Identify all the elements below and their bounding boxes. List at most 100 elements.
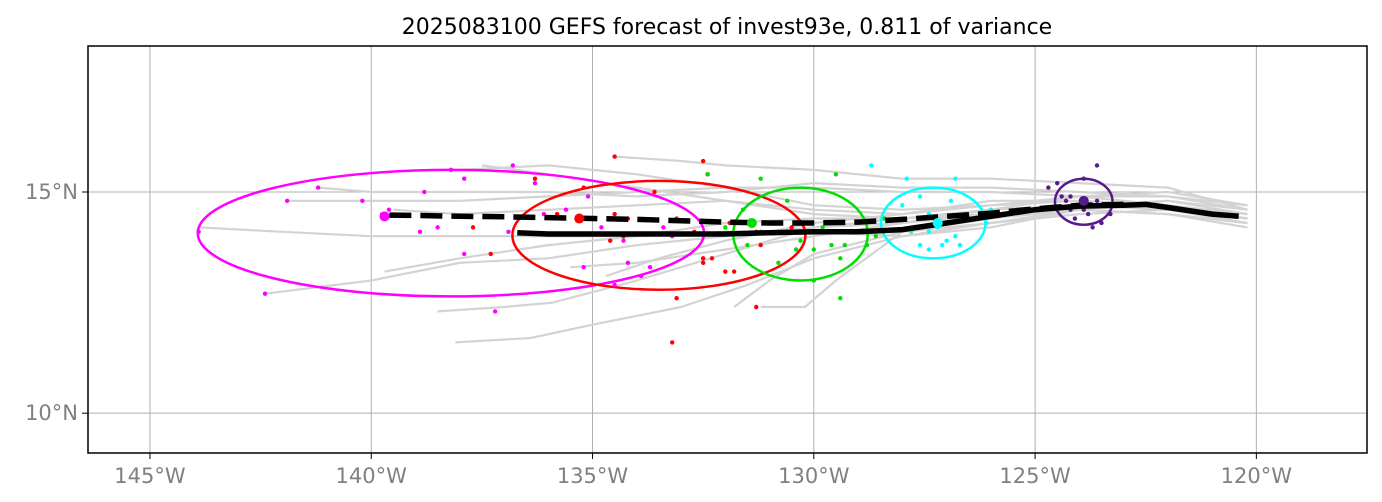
member-point bbox=[785, 198, 790, 204]
member-point bbox=[705, 172, 710, 177]
ellipse-center-point bbox=[379, 211, 390, 222]
member-point bbox=[488, 251, 493, 257]
member-point bbox=[461, 176, 467, 181]
x-tick-label: 120°W bbox=[1221, 464, 1293, 488]
member-point bbox=[563, 207, 569, 212]
member-point bbox=[284, 198, 290, 204]
ellipse-center-point bbox=[1078, 195, 1089, 206]
member-point bbox=[944, 238, 949, 243]
member-point bbox=[904, 176, 909, 181]
member-point bbox=[599, 225, 604, 230]
member-point bbox=[1108, 211, 1113, 217]
member-point bbox=[926, 247, 932, 252]
member-point bbox=[926, 229, 932, 235]
member-point bbox=[798, 238, 803, 243]
x-tick-label: 130°W bbox=[778, 464, 850, 488]
member-point bbox=[581, 264, 586, 270]
member-point bbox=[984, 220, 989, 226]
member-point bbox=[1099, 220, 1104, 226]
member-point bbox=[740, 207, 746, 212]
member-point bbox=[776, 260, 781, 265]
member-point bbox=[661, 225, 666, 230]
member-point bbox=[612, 211, 617, 217]
member-point bbox=[700, 260, 706, 265]
member-point bbox=[506, 229, 511, 235]
member-point bbox=[315, 185, 321, 190]
member-point bbox=[957, 242, 963, 248]
member-point bbox=[811, 247, 816, 252]
member-point bbox=[1090, 225, 1095, 230]
member-point bbox=[639, 273, 644, 279]
x-tick-label: 140°W bbox=[336, 464, 408, 488]
member-point bbox=[262, 291, 268, 296]
member-point bbox=[470, 225, 476, 230]
y-tick-label: 15°N bbox=[25, 180, 78, 204]
member-point bbox=[953, 176, 958, 181]
member-point bbox=[869, 163, 874, 168]
ensemble-track bbox=[455, 208, 1248, 344]
ellipse-centers bbox=[379, 195, 1089, 228]
ensemble-track bbox=[287, 186, 1248, 216]
uncertainty-ellipse bbox=[511, 179, 807, 292]
ellipse-center-point bbox=[574, 213, 585, 224]
member-point bbox=[833, 172, 839, 177]
member-point bbox=[621, 238, 626, 243]
ensemble-tracks bbox=[198, 155, 1248, 344]
member-point bbox=[838, 295, 843, 301]
member-point bbox=[461, 251, 467, 257]
member-point bbox=[435, 225, 440, 230]
member-point bbox=[608, 238, 613, 243]
ensemble-track bbox=[570, 208, 1248, 269]
member-point bbox=[1046, 185, 1051, 190]
member-point bbox=[1059, 194, 1064, 199]
member-point bbox=[789, 225, 794, 230]
y-tick-label: 10°N bbox=[25, 401, 78, 425]
member-point bbox=[492, 309, 498, 314]
mean-track-line bbox=[517, 201, 1239, 237]
member-point bbox=[1094, 198, 1100, 204]
member-point bbox=[758, 176, 763, 181]
member-point bbox=[917, 194, 923, 199]
member-point bbox=[652, 189, 657, 195]
member-point bbox=[417, 229, 423, 235]
chart-title: 2025083100 GEFS forecast of invest93e, 0… bbox=[402, 15, 1052, 40]
x-tick-label: 145°W bbox=[114, 464, 186, 488]
member-point bbox=[900, 203, 905, 208]
ellipse-center-point bbox=[746, 217, 757, 228]
member-point bbox=[873, 234, 878, 239]
ensemble-track bbox=[614, 155, 1248, 211]
member-point bbox=[820, 225, 825, 230]
member-point bbox=[745, 242, 750, 248]
member-point bbox=[953, 234, 958, 239]
ellipse-center-point bbox=[932, 217, 943, 228]
x-tick-label: 135°W bbox=[557, 464, 629, 488]
member-point bbox=[700, 158, 706, 164]
member-point bbox=[700, 256, 706, 261]
member-point bbox=[758, 242, 763, 248]
member-point bbox=[793, 247, 799, 252]
member-point bbox=[422, 189, 427, 195]
ensemble-track bbox=[393, 195, 1248, 216]
member-point bbox=[948, 198, 954, 204]
member-point bbox=[581, 185, 586, 190]
member-point bbox=[842, 242, 847, 248]
member-point bbox=[625, 260, 631, 265]
member-point bbox=[731, 269, 737, 274]
member-point bbox=[864, 242, 870, 248]
member-point bbox=[1081, 176, 1086, 181]
plot-frame bbox=[87, 45, 1368, 454]
ensemble-track bbox=[760, 199, 1248, 309]
member-point bbox=[669, 340, 675, 345]
member-point bbox=[532, 176, 538, 181]
member-point bbox=[647, 264, 653, 270]
member-point bbox=[1063, 198, 1069, 204]
member-point bbox=[1055, 180, 1060, 186]
axis-ticks: 145°W 140°W 135°W 130°W 125°W 120°W 10°N 15°N bbox=[25, 180, 1292, 488]
member-point bbox=[723, 225, 728, 230]
member-point bbox=[723, 269, 728, 274]
member-point bbox=[754, 304, 759, 310]
member-point bbox=[838, 256, 843, 261]
member-point bbox=[674, 295, 679, 301]
member-point bbox=[448, 167, 454, 173]
